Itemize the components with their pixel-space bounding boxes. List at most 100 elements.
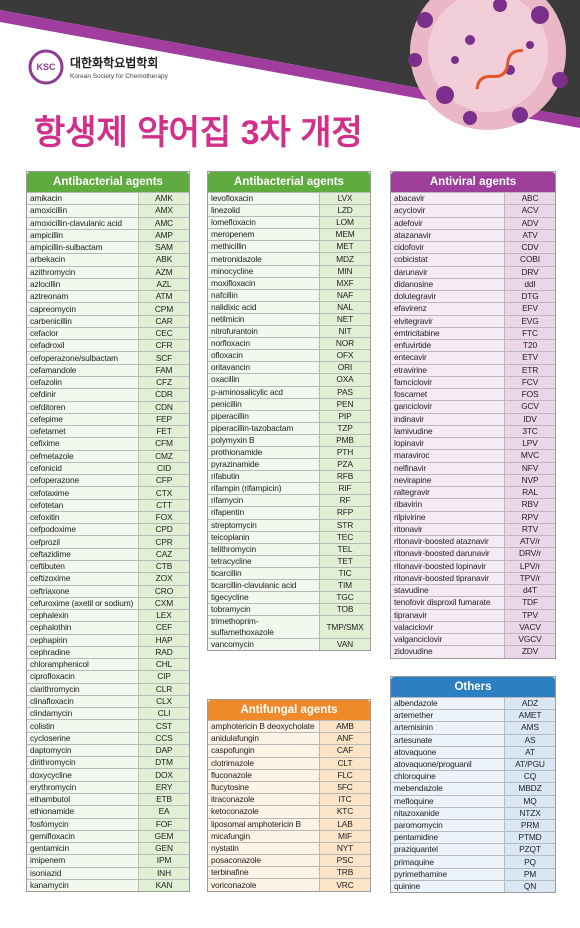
- drug-name: kanamycin: [27, 879, 138, 892]
- drug-abbreviation: 3TC: [504, 425, 555, 437]
- drug-name: pyrazinamide: [208, 459, 319, 471]
- drug-name: anidulafungin: [208, 733, 319, 745]
- drug-name: tipranavir: [391, 609, 504, 621]
- drug-abbreviation: MET: [319, 241, 370, 253]
- drug-abbreviation: PZQT: [504, 844, 555, 856]
- drug-abbreviation: NVP: [504, 474, 555, 486]
- table-row: clotrimazole CLT: [208, 756, 370, 769]
- drug-abbreviation: KAN: [138, 879, 189, 892]
- drug-name: cefotaxime: [27, 487, 138, 499]
- table-row: ethionamide EA: [27, 805, 189, 818]
- drug-abbreviation: AMS: [504, 722, 555, 734]
- drug-name: capreomycin: [27, 303, 138, 315]
- table-row: cefoxitin FOX: [27, 510, 189, 524]
- drug-name: streptomycin: [208, 519, 319, 531]
- drug-abbreviation: CAZ: [138, 548, 189, 560]
- table-row: cefprozil CPR: [27, 535, 189, 548]
- drug-abbreviation: CQ: [504, 771, 555, 783]
- table-row: foscarnet FOS: [391, 388, 555, 401]
- table-row: ribavirin RBV: [391, 498, 555, 511]
- drug-abbreviation: NYT: [319, 842, 370, 855]
- table-row: lopinavir LPV: [391, 437, 555, 450]
- drug-name: oritavancin: [208, 362, 319, 374]
- table-row: ceftriaxone CRO: [27, 584, 189, 597]
- drug-name: amikacin: [27, 193, 138, 205]
- table-row: nitrofurantoin NIT: [208, 325, 370, 338]
- drug-name: efavirenz: [391, 303, 504, 315]
- table-row: cefmetazole CMZ: [27, 449, 189, 462]
- drug-abbreviation: MBDZ: [504, 783, 555, 795]
- table-row: quinine QN: [391, 879, 555, 892]
- drug-name: imipenem: [27, 855, 138, 867]
- table-row: ritonavir-boosted tipranavir TPV/r: [391, 571, 555, 584]
- table-row: telithromycin TEL: [208, 542, 370, 555]
- drug-abbreviation: IDV: [504, 413, 555, 425]
- drug-name: zidovudine: [391, 646, 504, 658]
- table-row: norfloxacin NOR: [208, 337, 370, 350]
- table-row: praziquantel PZQT: [391, 843, 555, 856]
- drug-name: vancomycin: [208, 639, 319, 651]
- table-row: stavudine d4T: [391, 584, 555, 597]
- drug-name: micafungin: [208, 830, 319, 842]
- table-row: artesunate AS: [391, 733, 555, 746]
- drug-name: darunavir: [391, 266, 504, 278]
- drug-name: voriconazole: [208, 879, 319, 891]
- table-row: cephalexin LEX: [27, 609, 189, 622]
- drug-abbreviation: PTH: [319, 446, 370, 459]
- table-row: rifamycin RF: [208, 494, 370, 507]
- drug-abbreviation: FET: [138, 426, 189, 438]
- table-row: entecavir ETV: [391, 351, 555, 364]
- table-row: cidofovir CDV: [391, 241, 555, 254]
- table-row: anidulafungin ANF: [208, 732, 370, 745]
- drug-abbreviation: CAR: [138, 315, 189, 327]
- drug-name: valaciclovir: [391, 621, 504, 633]
- drug-name: isoniazid: [27, 867, 138, 879]
- drug-abbreviation: TPV/r: [504, 572, 555, 584]
- table-row: amphotericin B deoxycholate AMB: [208, 720, 370, 733]
- drug-name: paromomycin: [391, 819, 504, 832]
- table-row: clinafloxacin CLX: [27, 694, 189, 708]
- drug-name: carbenicillin: [27, 315, 138, 327]
- table-row: didanosine ddI: [391, 277, 555, 290]
- drug-abbreviation: OFX: [319, 350, 370, 362]
- drug-name: atazanavir: [391, 229, 504, 241]
- table-row: daptomycin DAP: [27, 743, 189, 757]
- drug-name: atovaquone/proguanil: [391, 758, 504, 771]
- table-row: amikacin AMK: [27, 192, 189, 205]
- drug-abbreviation: CTX: [138, 487, 189, 499]
- table-row: clindamycin CLI: [27, 707, 189, 720]
- drug-name: ganciclovir: [391, 401, 504, 413]
- drug-abbreviation: VAN: [319, 639, 370, 651]
- drug-abbreviation: AT/PGU: [504, 758, 555, 771]
- table-row: penicillin PEN: [208, 397, 370, 410]
- drug-abbreviation: LEX: [138, 610, 189, 622]
- drug-name: nystatin: [208, 842, 319, 855]
- table-row: gemifloxacin GEM: [27, 829, 189, 843]
- table-row: linezolid LZD: [208, 204, 370, 217]
- table-row: moxifloxacin MXF: [208, 276, 370, 289]
- drug-name: daptomycin: [27, 744, 138, 757]
- table-row: cefoperazone/sulbactam SCF: [27, 351, 189, 364]
- drug-abbreviation: CDR: [138, 389, 189, 401]
- drug-abbreviation: MDZ: [319, 253, 370, 265]
- drug-name: levofloxacin: [208, 193, 319, 205]
- table-row: ampicillin-sulbactam SAM: [27, 241, 189, 254]
- drug-abbreviation: LVX: [319, 193, 370, 205]
- drug-abbreviation: CID: [138, 462, 189, 475]
- drug-name: amoxicillin: [27, 205, 138, 217]
- drug-name: teicoplanin: [208, 531, 319, 543]
- drug-name: aztreonam: [27, 291, 138, 303]
- table-row: flucytosine 5FC: [208, 780, 370, 794]
- drug-name: atovaquone: [391, 746, 504, 758]
- table-row: atovaquone/proguanil AT/PGU: [391, 757, 555, 771]
- table-row: pyrimethamine PM: [391, 867, 555, 880]
- drug-name: emtricitabine: [391, 327, 504, 339]
- drug-name: lomefloxacin: [208, 217, 319, 229]
- drug-abbreviation: d4T: [504, 585, 555, 597]
- drug-abbreviation: AMK: [138, 193, 189, 205]
- table-row: mefloquine MQ: [391, 794, 555, 807]
- drug-name: cefonicid: [27, 462, 138, 475]
- drug-abbreviation: CRO: [138, 585, 189, 597]
- drug-abbreviation: CEC: [138, 327, 189, 340]
- drug-name: ticarcillin: [208, 567, 319, 579]
